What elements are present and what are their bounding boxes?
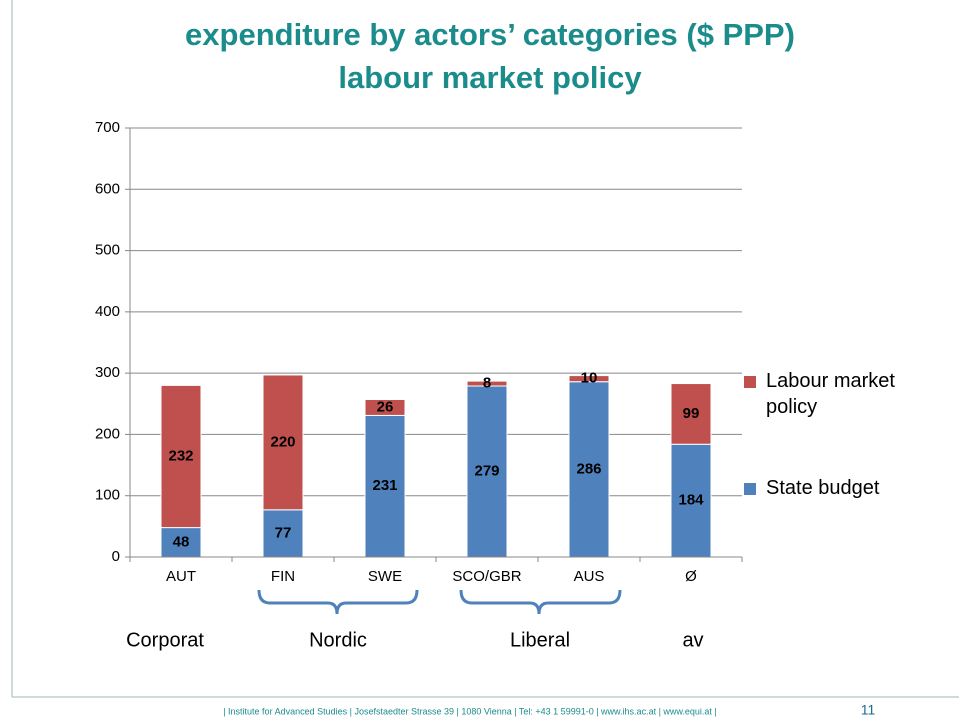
- data-label: 8: [483, 375, 491, 392]
- chart-title: expenditure by actors’ categories ($ PPP…: [185, 17, 795, 52]
- data-label: 184: [678, 492, 704, 509]
- bracket: [459, 589, 622, 615]
- x-tick-label: AUT: [166, 568, 196, 585]
- legend-swatch: [744, 483, 756, 495]
- data-label: 231: [372, 477, 397, 494]
- group-label: Liberal: [510, 629, 570, 651]
- bar-segment: [568, 375, 610, 383]
- data-label: 220: [270, 433, 295, 450]
- bar-segment: [466, 380, 508, 387]
- legend-label: State budget: [766, 477, 880, 499]
- data-label: 10: [581, 370, 598, 387]
- group-brackets: [257, 589, 622, 615]
- data-label: 286: [576, 460, 601, 477]
- y-tick-label: 600: [95, 180, 120, 197]
- bar-segment: [466, 385, 508, 558]
- x-tick-label: AUS: [574, 568, 605, 585]
- data-label: 99: [683, 405, 700, 422]
- data-label: 279: [474, 462, 499, 479]
- y-tick-label: 100: [95, 487, 120, 504]
- bar-segment: [568, 381, 610, 558]
- group-label: Nordic: [309, 629, 367, 651]
- x-tick-label: FIN: [271, 568, 295, 585]
- data-label: 48: [173, 533, 190, 550]
- footer-text: | Institute for Advanced Studies | Josef…: [223, 706, 717, 716]
- legend-swatch: [744, 376, 756, 388]
- y-tick-label: 0: [112, 548, 120, 565]
- data-label: 26: [377, 398, 394, 415]
- x-tick-label: SWE: [368, 568, 402, 585]
- chart-subtitle: labour market policy: [338, 60, 642, 95]
- y-tick-label: 400: [95, 303, 120, 320]
- bar-segment: [262, 374, 304, 511]
- x-tick-label: SCO/GBR: [452, 568, 521, 585]
- bar-segment: [364, 414, 406, 558]
- y-tick-label: 500: [95, 242, 120, 259]
- data-label: 232: [168, 447, 193, 464]
- group-label: av: [682, 629, 703, 651]
- bar-segment: [364, 398, 406, 416]
- legend-label: Labour market policy: [766, 370, 895, 418]
- y-tick-label: 700: [95, 119, 120, 136]
- bracket: [257, 589, 419, 615]
- x-tick-label: Ø: [685, 568, 697, 585]
- group-label: Corporat: [126, 629, 204, 651]
- y-tick-label: 200: [95, 425, 120, 442]
- bar-segment: [670, 443, 712, 558]
- bar-segment: [160, 384, 202, 529]
- data-label: 77: [275, 524, 292, 541]
- y-tick-label: 300: [95, 364, 120, 381]
- page-number: 11: [861, 702, 876, 718]
- bar-segment: [670, 383, 712, 445]
